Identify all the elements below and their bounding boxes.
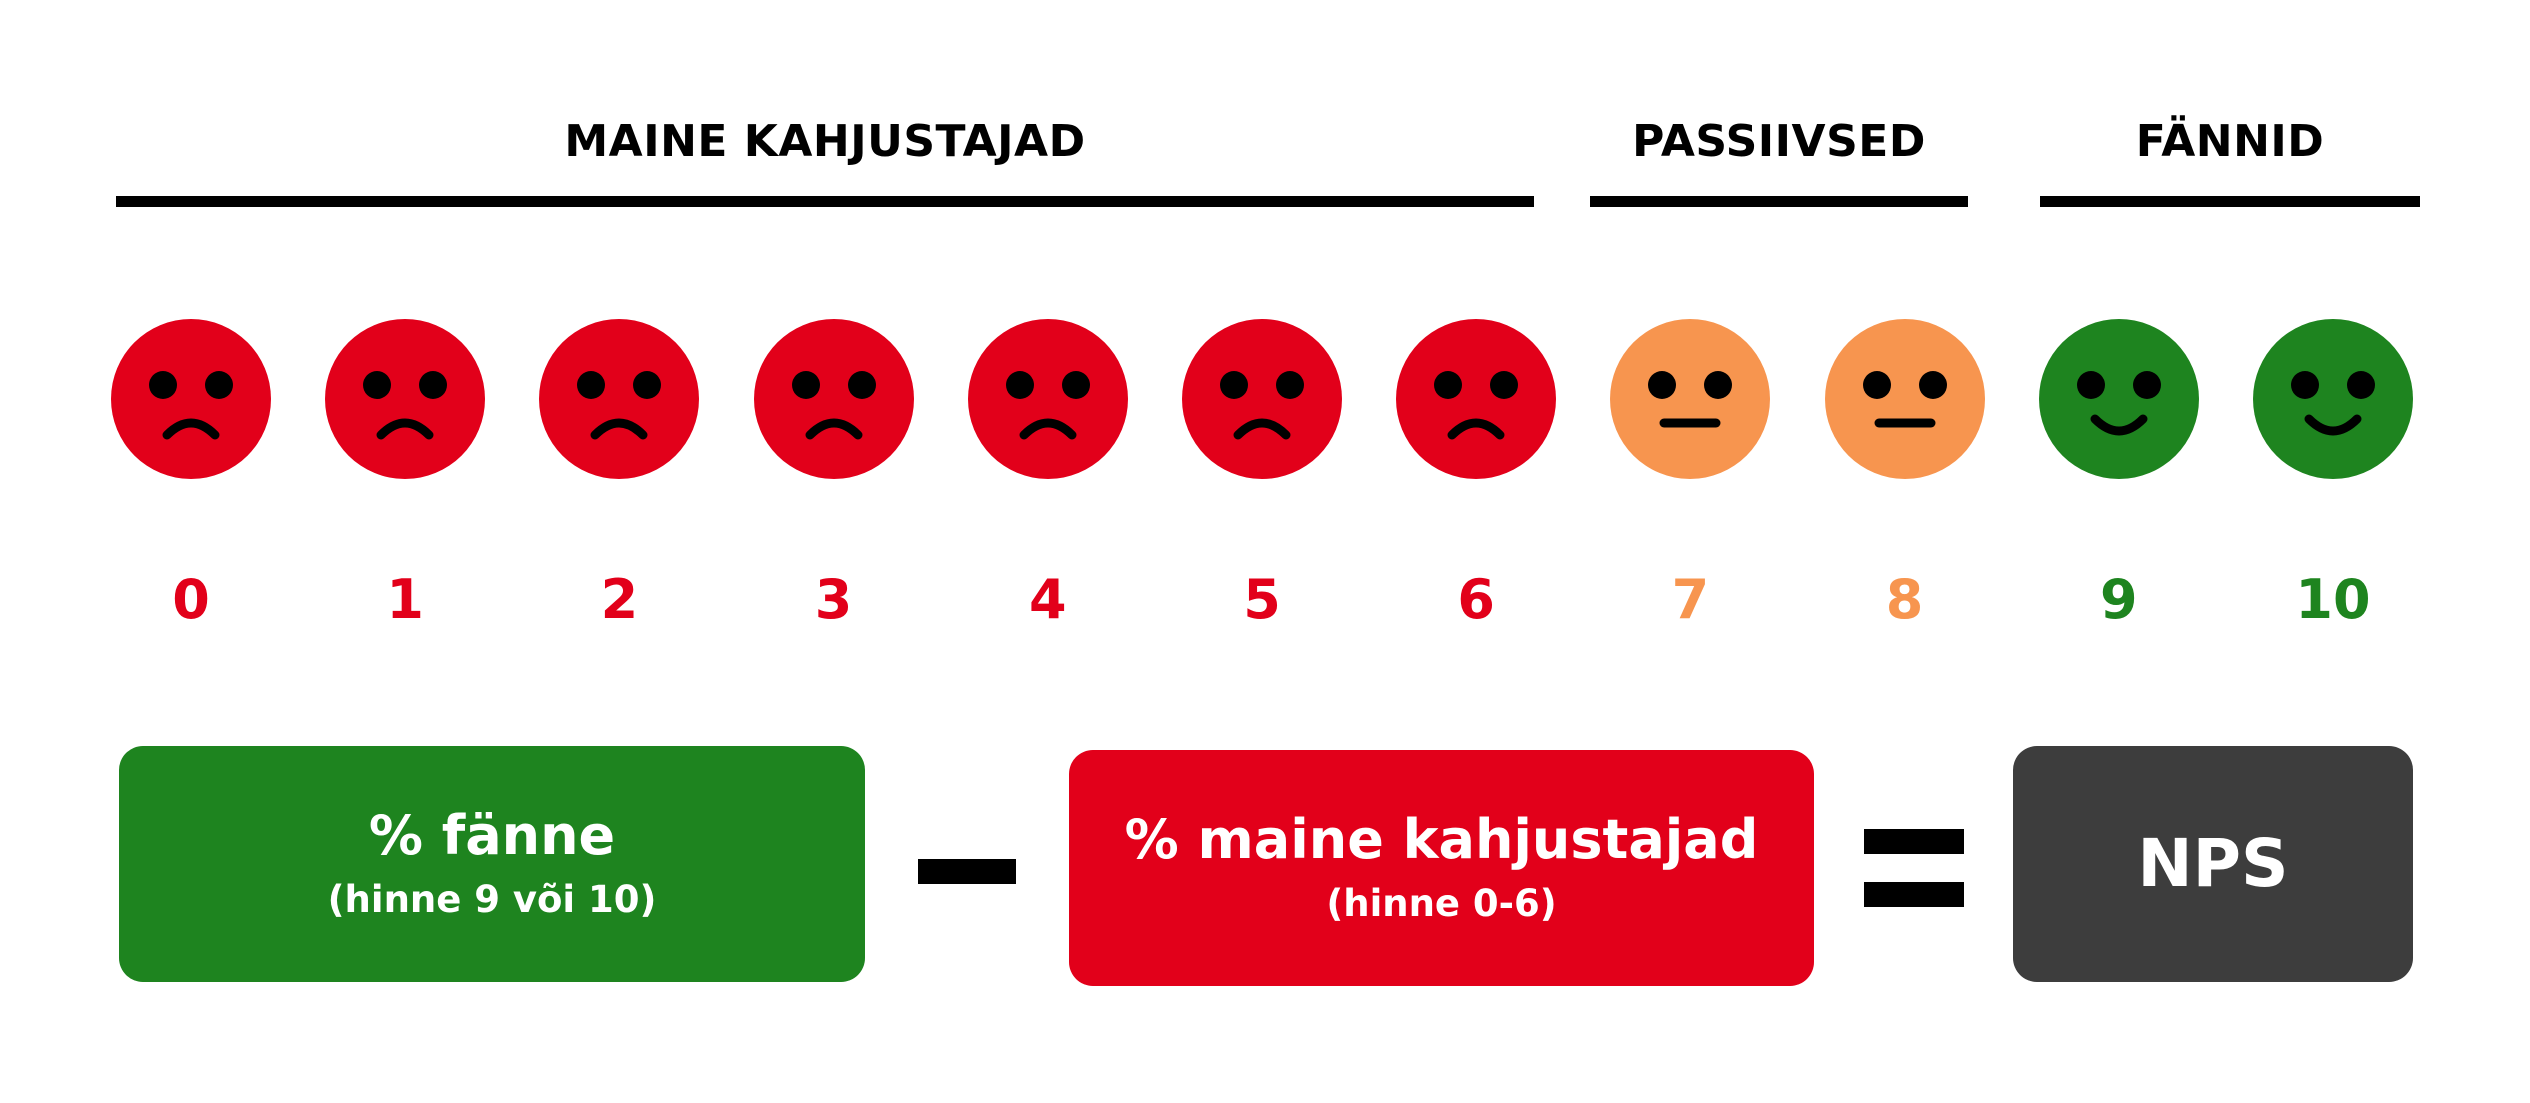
passives-title: PASSIIVSED <box>1632 116 1926 167</box>
nps-label: NPS <box>2137 825 2289 902</box>
score-label: 8 <box>1885 568 1924 631</box>
score-label: 9 <box>2100 568 2138 631</box>
minus-sign <box>918 859 1016 884</box>
promoters-percentage-box: % fänne (hinne 9 või 10) <box>119 746 865 982</box>
promoters-title: FÄNNID <box>2135 116 2325 167</box>
score-label: 4 <box>1029 568 1067 631</box>
sad-face-icon <box>1396 319 1557 479</box>
score-label: 3 <box>814 568 853 631</box>
passives-rule <box>1590 196 1968 207</box>
detractors-percentage-label: % maine kahjustajad <box>1124 808 1759 871</box>
sad-face-icon <box>1182 319 1342 479</box>
sad-face-icon <box>539 319 700 479</box>
detractors-percentage-box: % maine kahjustajad (hinne 0-6) <box>1069 750 1814 986</box>
score-label: 5 <box>1243 568 1281 631</box>
sad-face-icon <box>325 319 486 479</box>
nps-result-box: NPS <box>2013 746 2413 982</box>
neutral-face-icon <box>1824 319 1985 479</box>
score-label: 10 <box>2295 568 2371 631</box>
sad-face-icon <box>753 319 914 479</box>
happy-face-icon <box>2038 319 2199 479</box>
score-label: 6 <box>1457 568 1495 631</box>
promoters-score-range: (hinne 9 või 10) <box>327 878 657 921</box>
score-label: 1 <box>386 568 424 631</box>
score-label: 0 <box>172 568 210 631</box>
detractors-title: MAINE KAHJUSTAJAD <box>564 116 1086 167</box>
promoters-rule <box>2040 196 2420 207</box>
detractors-rule <box>116 196 1534 207</box>
promoters-percentage-label: % fänne <box>368 804 616 867</box>
score-label: 2 <box>600 568 639 631</box>
sad-face-icon <box>111 319 271 479</box>
neutral-face-icon <box>1610 319 1771 479</box>
happy-face-icon <box>2253 319 2413 479</box>
score-label: 7 <box>1671 568 1710 631</box>
sad-face-icon <box>967 319 1128 479</box>
detractors-score-range: (hinne 0-6) <box>1326 882 1557 925</box>
